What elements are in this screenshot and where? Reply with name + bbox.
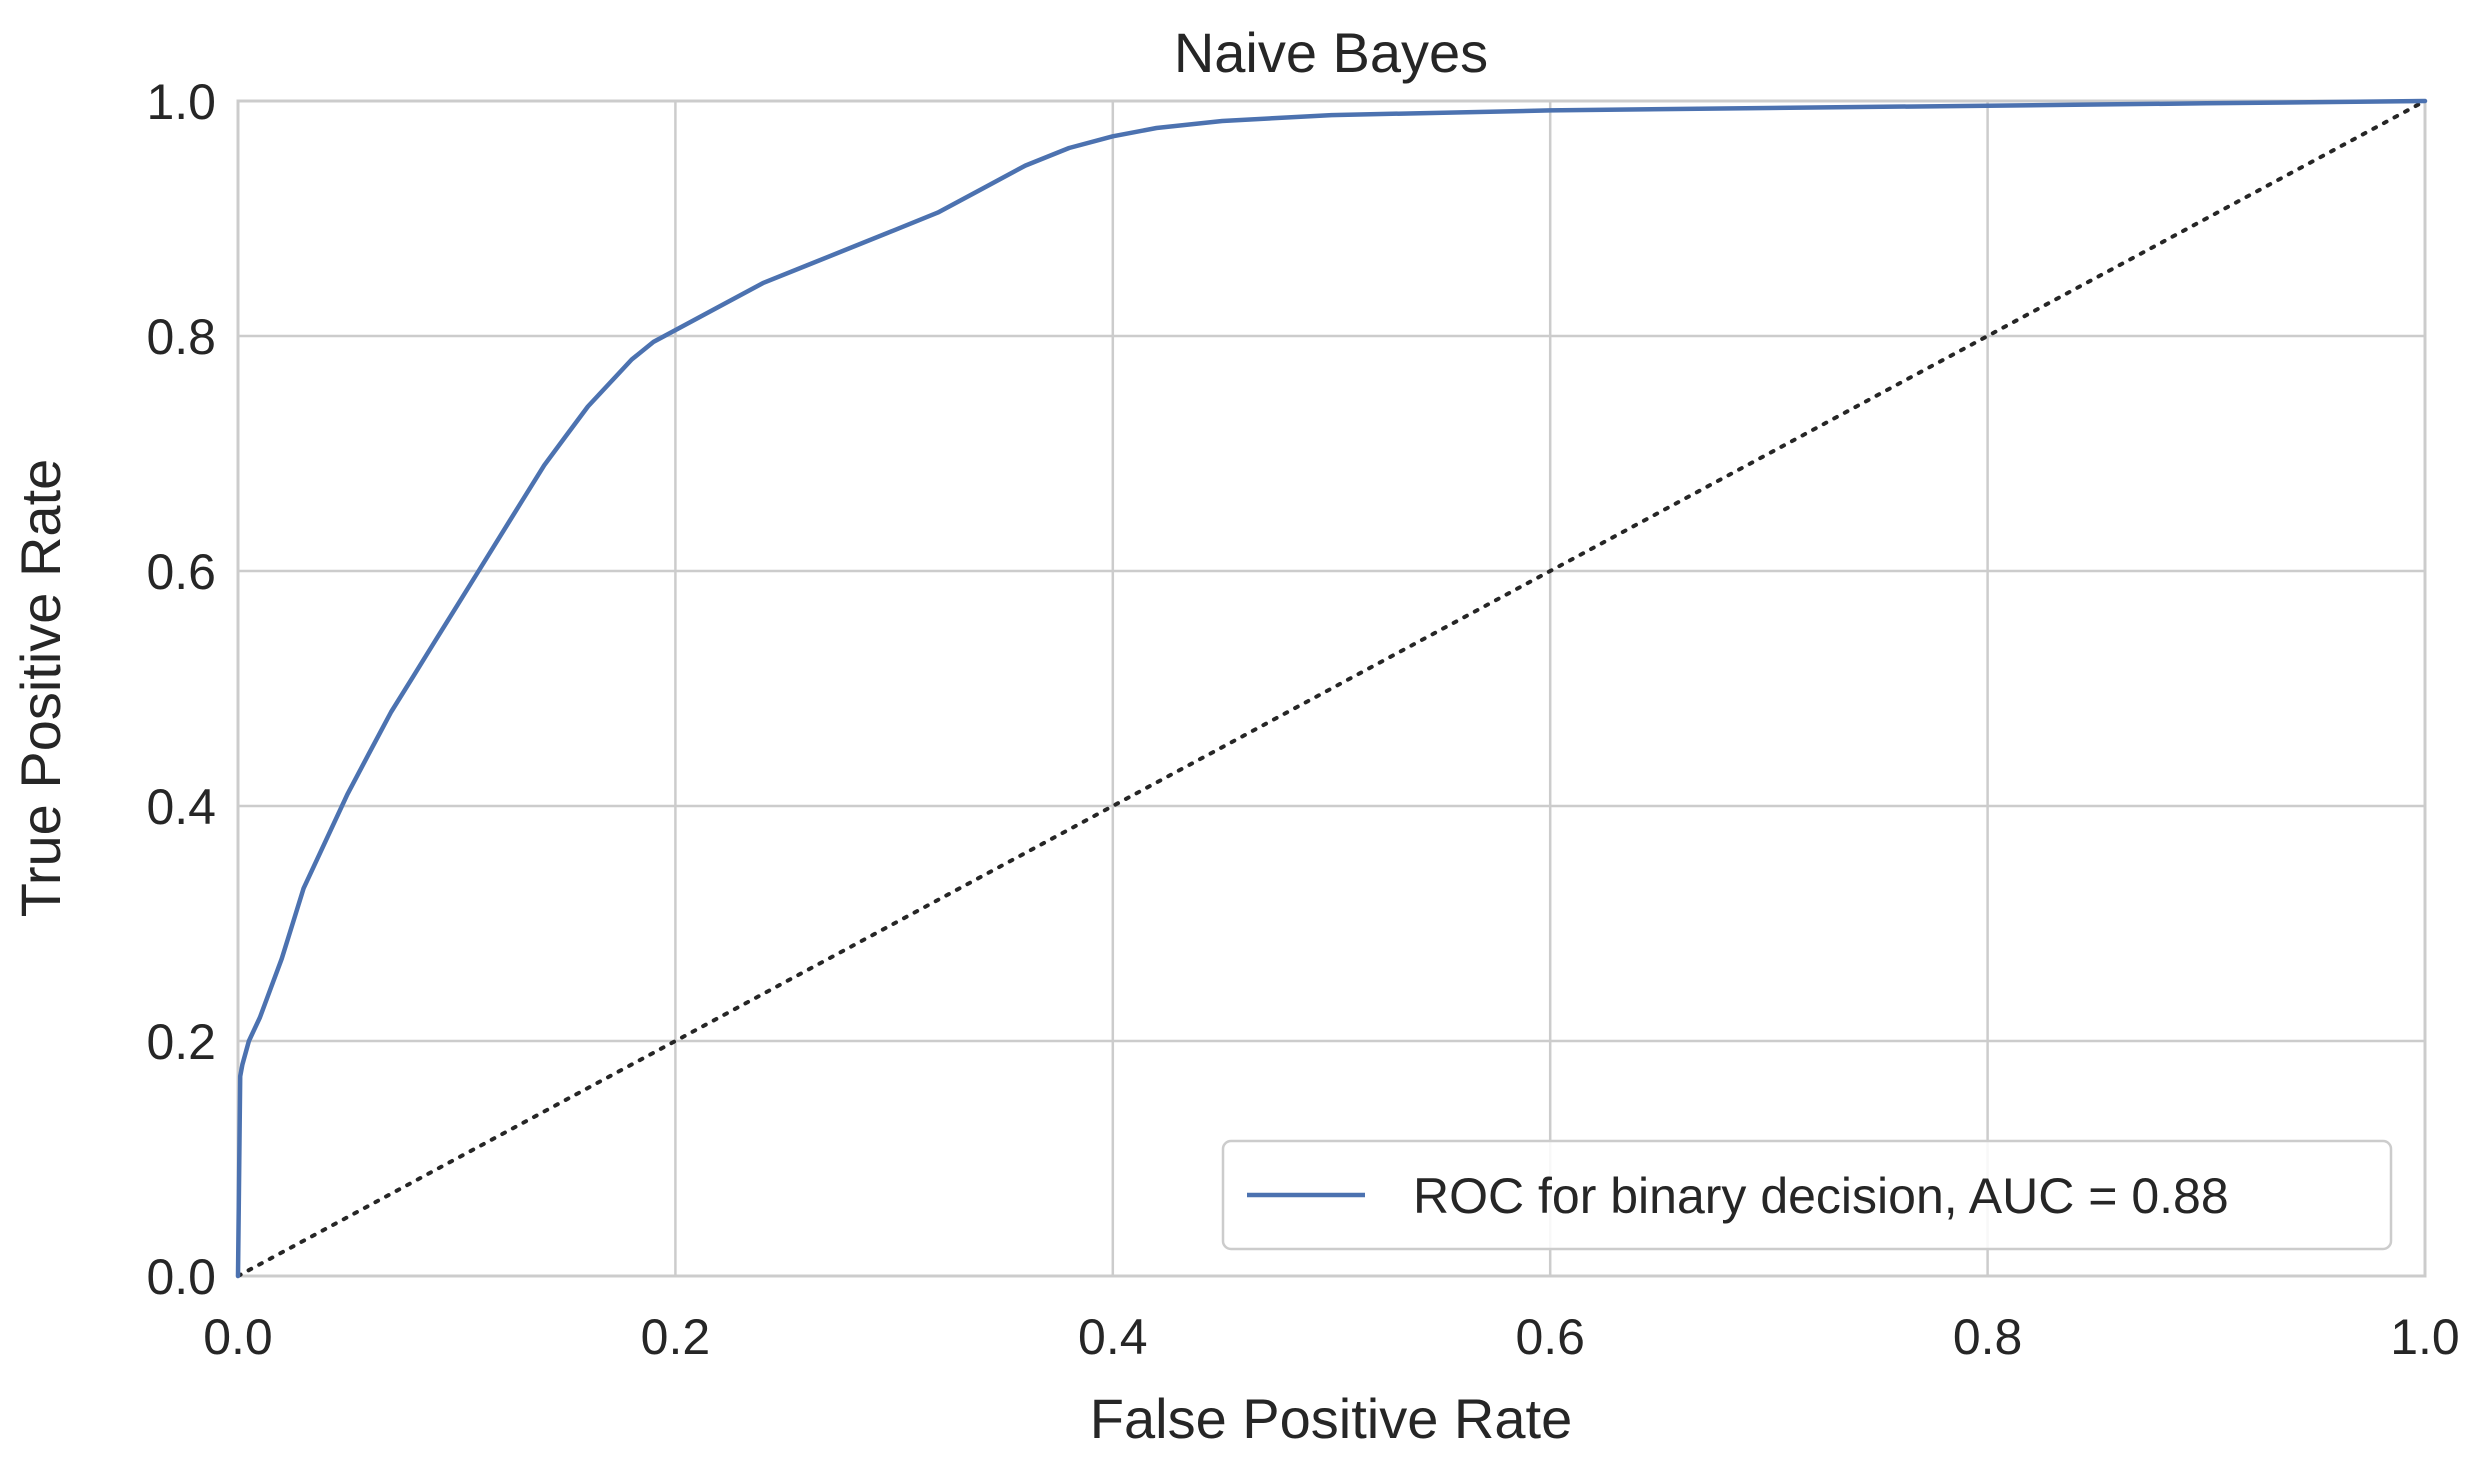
plot-frame (236, 99, 2427, 1278)
x-tick-label: 0.0 (203, 1309, 273, 1365)
x-tick-labels: 0.0 0.2 0.4 0.6 0.8 1.0 (203, 1309, 2460, 1365)
y-tick-label: 0.2 (146, 1014, 216, 1070)
x-tick-label: 0.6 (1515, 1309, 1585, 1365)
x-tick-label: 0.2 (641, 1309, 711, 1365)
legend-label-roc: ROC for binary decision, AUC = 0.88 (1413, 1168, 2229, 1224)
x-tick-label: 0.4 (1078, 1309, 1148, 1365)
legend: ROC for binary decision, AUC = 0.88 (1221, 1139, 2393, 1251)
legend-box (1221, 1139, 2393, 1251)
y-tick-label: 0.4 (146, 779, 216, 835)
y-tick-labels: 0.0 0.2 0.4 0.6 0.8 1.0 (146, 74, 216, 1305)
x-axis-title: False Positive Rate (1090, 1387, 1572, 1450)
y-tick-label: 0.0 (146, 1249, 216, 1305)
chart-title: Naive Bayes (1174, 21, 1488, 84)
roc-curve-line (235, 98, 2428, 1279)
y-axis-title: True Positive Rate (9, 459, 72, 918)
x-tick-label: 0.8 (1953, 1309, 2023, 1365)
x-tick-label: 1.0 (2390, 1309, 2460, 1365)
y-tick-label: 0.6 (146, 544, 216, 600)
series-layer (235, 98, 2428, 1279)
y-tick-label: 1.0 (146, 74, 216, 130)
y-tick-label: 0.8 (146, 309, 216, 365)
chance-diagonal-line (236, 99, 2427, 1278)
